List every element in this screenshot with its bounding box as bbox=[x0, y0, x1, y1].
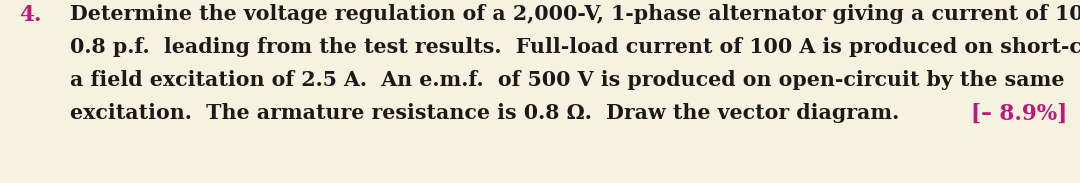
Text: 0.8 p.f.  leading from the test results.  Full-load current of 100 A is produced: 0.8 p.f. leading from the test results. … bbox=[70, 37, 1080, 57]
Text: a field excitation of 2.5 A.  An e.m.f.  of 500 V is produced on open-circuit by: a field excitation of 2.5 A. An e.m.f. o… bbox=[70, 70, 1065, 90]
Text: 4.: 4. bbox=[19, 4, 42, 26]
Text: Determine the voltage regulation of a 2,000-V, 1-phase alternator giving a curre: Determine the voltage regulation of a 2,… bbox=[70, 4, 1080, 24]
Text: [– 8.9%]: [– 8.9%] bbox=[971, 103, 1067, 125]
Text: excitation.  The armature resistance is 0.8 Ω.  Draw the vector diagram.: excitation. The armature resistance is 0… bbox=[70, 103, 900, 123]
